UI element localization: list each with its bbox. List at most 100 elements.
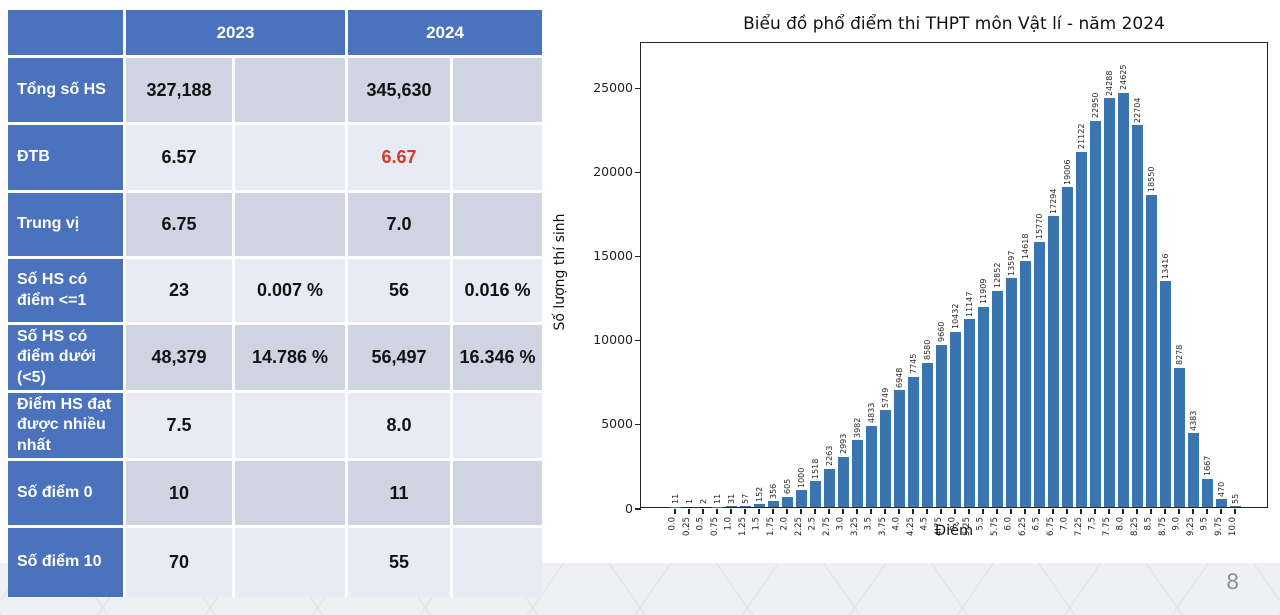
table-header-2024: 2024 xyxy=(348,10,542,55)
x-axis-tick xyxy=(758,509,760,514)
table-row-label: Số HS có điểm dưới (<5) xyxy=(8,325,123,390)
table-row-label: Số HS có điểm <=1 xyxy=(8,259,123,322)
x-axis-tick xyxy=(898,509,900,514)
x-axis-tick xyxy=(1038,509,1040,514)
table-cell: 327,188 xyxy=(126,58,232,122)
x-axis-tick xyxy=(688,509,690,514)
y-tick-label: 20000 xyxy=(593,164,633,180)
bar xyxy=(1215,499,1227,507)
bar xyxy=(963,319,975,507)
table-row-label: Số điểm 10 xyxy=(8,528,123,597)
x-axis-tick xyxy=(800,509,802,514)
bar-value-label: 152 xyxy=(754,486,764,502)
table-cell xyxy=(235,528,345,597)
x-axis-tick xyxy=(996,509,998,514)
table-cell: 55 xyxy=(348,528,450,597)
table-corner-cell xyxy=(8,10,123,55)
bar-value-label: 8278 xyxy=(1174,344,1184,366)
bar xyxy=(851,440,863,507)
table-cell: 6.67 xyxy=(348,125,450,190)
table-cell xyxy=(235,58,345,122)
bar xyxy=(1131,125,1143,507)
y-tick-label: 25000 xyxy=(593,79,633,95)
bar xyxy=(907,376,919,507)
bar-value-label: 11 xyxy=(712,494,722,505)
bar xyxy=(781,496,793,507)
x-axis-tick xyxy=(772,509,774,514)
x-axis-tick xyxy=(674,509,676,514)
y-axis-tick xyxy=(635,508,641,510)
table-cell: 14.786 % xyxy=(235,325,345,390)
table-cell xyxy=(453,125,542,190)
bar-value-label: 5749 xyxy=(880,387,890,408)
table-cell: 56,497 xyxy=(348,325,450,390)
bar xyxy=(1019,261,1031,507)
bar xyxy=(1061,187,1073,507)
x-axis-tick xyxy=(1080,509,1082,514)
bar-value-label: 24625 xyxy=(1118,64,1128,91)
x-axis-tick xyxy=(1178,509,1180,514)
bar xyxy=(795,490,807,507)
x-axis-tick xyxy=(912,509,914,514)
x-axis-tick xyxy=(856,509,858,514)
bar-value-label: 8580 xyxy=(922,339,932,361)
x-axis-tick xyxy=(1052,509,1054,514)
bar xyxy=(753,504,765,507)
bar-value-label: 6948 xyxy=(894,367,904,388)
x-axis-tick xyxy=(702,509,704,514)
x-axis-tick xyxy=(842,509,844,514)
x-axis-tick xyxy=(828,509,830,514)
bar xyxy=(1187,433,1199,507)
bar xyxy=(1047,216,1059,507)
x-axis-tick xyxy=(1234,509,1236,514)
table-row-label: Điểm HS đạt được nhiều nhất xyxy=(8,393,123,458)
table-row-label: Số điểm 0 xyxy=(8,461,123,525)
x-axis-tick xyxy=(1024,509,1026,514)
bar-value-label: 24288 xyxy=(1104,70,1114,96)
table-cell: 10 xyxy=(126,461,232,525)
bar-value-label: 13416 xyxy=(1160,253,1170,279)
table-cell xyxy=(235,393,345,458)
bar xyxy=(1075,151,1087,507)
x-axis-tick xyxy=(1010,509,1012,514)
bar-value-label: 1518 xyxy=(810,458,820,479)
x-axis-tick xyxy=(1220,509,1222,514)
table-cell: 6.75 xyxy=(126,193,232,256)
table-row-label: ĐTB xyxy=(8,125,123,190)
y-tick-label: 0 xyxy=(625,500,633,516)
bar-value-label: 9660 xyxy=(936,321,946,342)
table-cell xyxy=(235,461,345,525)
bar xyxy=(1159,281,1171,507)
bar xyxy=(725,506,737,507)
bar-value-label: 18550 xyxy=(1146,166,1156,193)
bar-value-label: 22950 xyxy=(1090,92,1100,119)
table-cell xyxy=(453,393,542,458)
x-axis-tick xyxy=(1136,509,1138,514)
x-axis-tick xyxy=(954,509,956,514)
table-row-label: Tổng số HS xyxy=(8,58,123,122)
table-cell xyxy=(453,58,542,122)
y-axis-tick xyxy=(635,171,641,174)
bar xyxy=(977,306,989,507)
bar xyxy=(893,390,905,507)
x-axis-tick xyxy=(786,509,788,514)
y-axis-tick xyxy=(635,256,641,258)
bar-value-label: 4383 xyxy=(1188,410,1198,431)
bar-value-label: 356 xyxy=(768,483,778,499)
x-axis-tick xyxy=(884,509,886,514)
bar-value-label: 14618 xyxy=(1020,233,1030,259)
table-cell: 56 xyxy=(348,259,450,322)
table-cell xyxy=(235,193,345,256)
chart-title: Biểu đồ phổ điểm thi THPT môn Vật lí - n… xyxy=(743,14,1165,34)
bar-value-label: 15770 xyxy=(1034,213,1044,240)
bar-value-label: 4833 xyxy=(866,402,876,424)
x-axis-tick xyxy=(940,509,942,514)
y-axis-title: Số lượng thí sinh xyxy=(552,213,568,331)
table-cell: 16.346 % xyxy=(453,325,542,390)
bar-value-label: 31 xyxy=(726,493,736,504)
x-axis-tick xyxy=(926,509,928,514)
bar xyxy=(1229,506,1241,507)
bar xyxy=(1173,367,1185,507)
x-axis-title: Điểm xyxy=(934,523,974,539)
y-tick-label: 5000 xyxy=(601,416,633,432)
